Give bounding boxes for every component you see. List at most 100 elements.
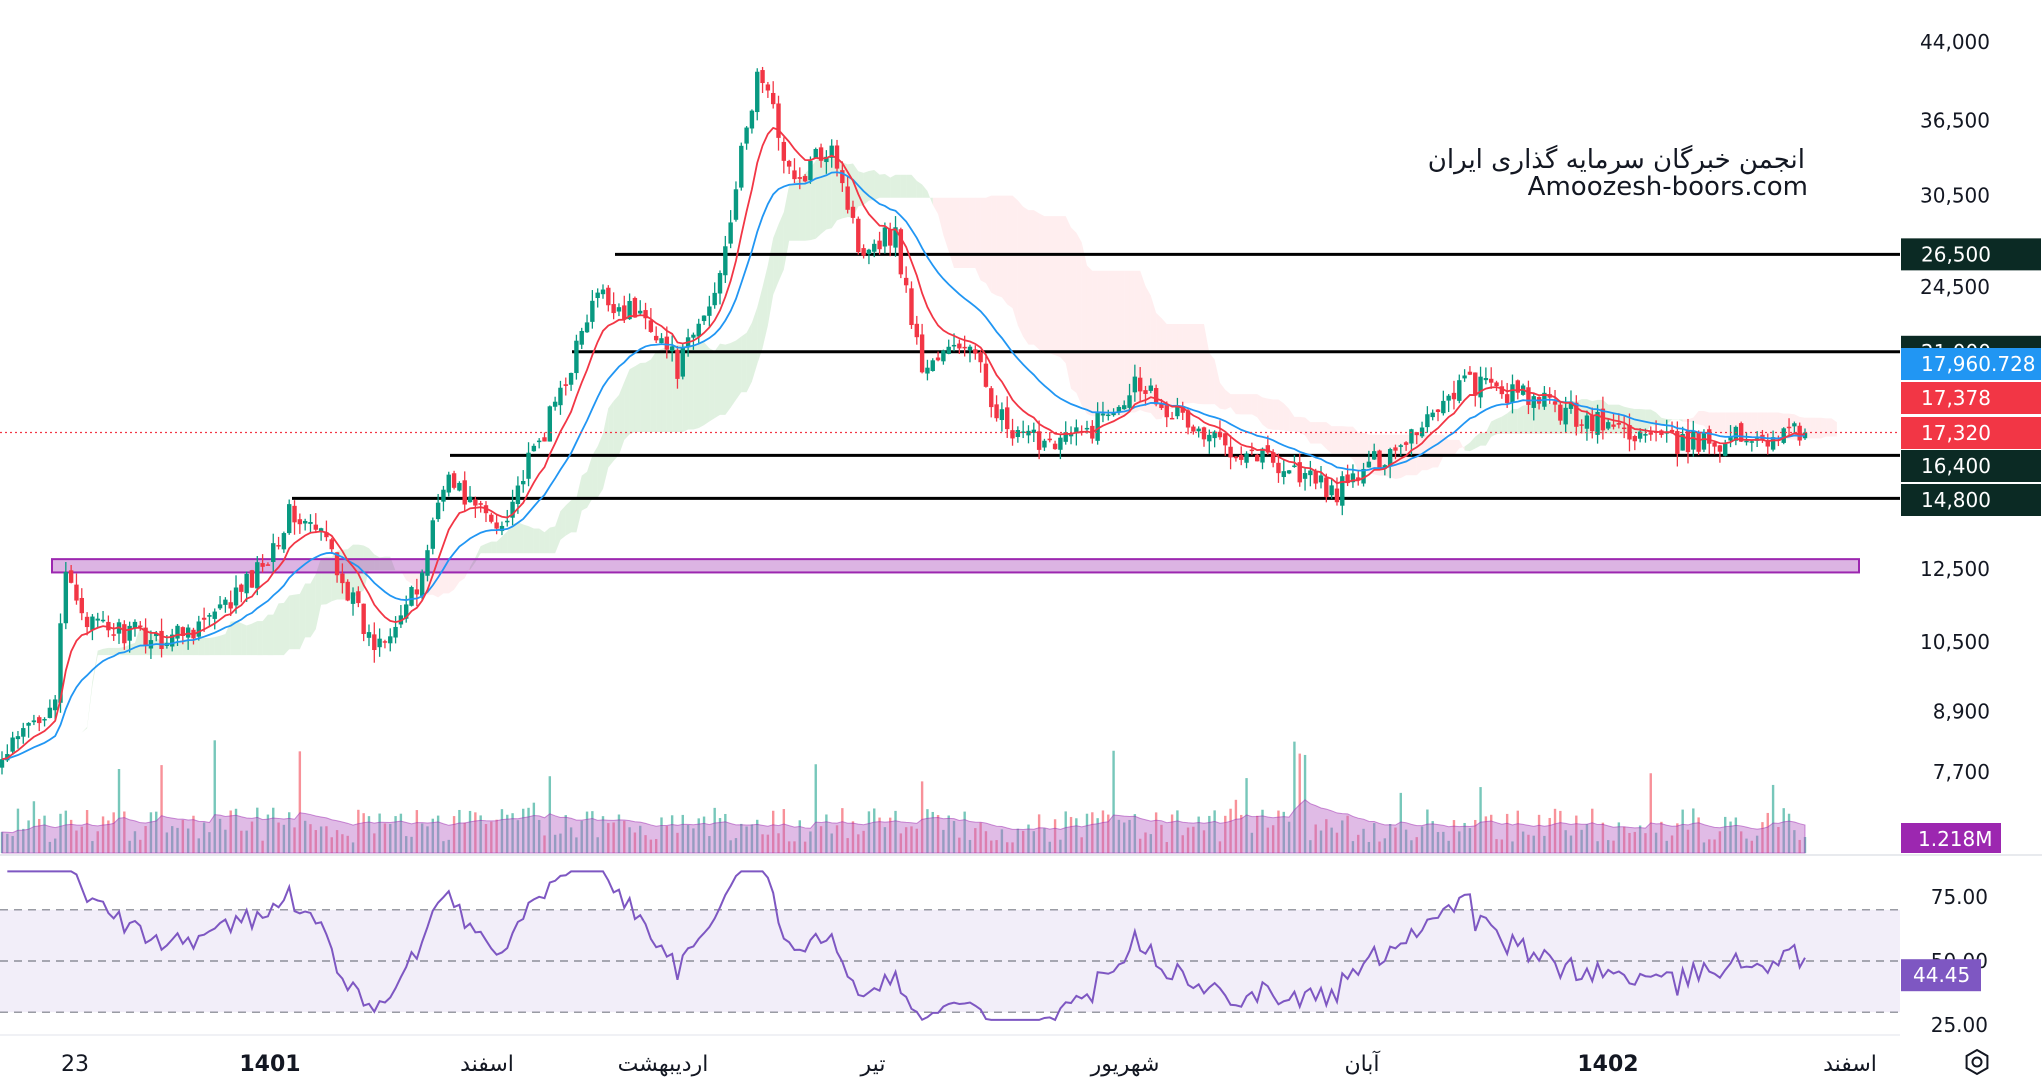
volume-bar — [1101, 810, 1105, 853]
volume-bar — [1490, 814, 1493, 853]
volume-bar — [6, 833, 9, 853]
volume-bar — [1053, 819, 1057, 853]
volume-bar — [128, 840, 131, 853]
volume-bar — [1638, 825, 1642, 853]
candle — [398, 604, 404, 628]
volume-bar — [399, 813, 403, 853]
rsi-pane — [0, 870, 1900, 1022]
volume-bar — [857, 834, 860, 853]
volume-bar — [484, 824, 488, 853]
volume-bar — [899, 833, 903, 853]
candle — [590, 290, 595, 329]
volume-bar — [1495, 839, 1498, 853]
candle — [967, 344, 973, 363]
volume-bar — [452, 816, 456, 853]
volume-bar — [1378, 841, 1381, 853]
volume-bar — [1681, 809, 1684, 853]
candle — [1169, 411, 1175, 420]
candle — [1015, 426, 1021, 443]
volume-bar — [1771, 784, 1775, 853]
volume-bar — [548, 776, 552, 853]
candle — [79, 588, 84, 621]
volume-bar — [160, 765, 163, 853]
candle — [494, 514, 499, 535]
candle — [664, 326, 670, 359]
candle — [26, 722, 31, 738]
candle — [1382, 464, 1388, 476]
candle — [786, 159, 792, 175]
candle — [1313, 468, 1318, 490]
volume-bar — [1261, 809, 1264, 853]
volume-bar — [442, 841, 445, 853]
volume-bar — [846, 838, 849, 853]
price-axis[interactable]: 44,000 36,500 30,500 24,500 12,500 10,500 8,90… — [1920, 30, 1990, 784]
volume-bar — [1048, 841, 1051, 853]
volume-bar — [266, 814, 270, 853]
volume-bar — [1293, 741, 1296, 853]
candle — [329, 537, 334, 555]
volume-bar — [990, 840, 993, 853]
volume-bar — [378, 813, 381, 853]
volume-bar — [1686, 829, 1690, 853]
volume-bar — [777, 833, 780, 853]
volume-bar — [1192, 826, 1195, 853]
candle — [521, 470, 526, 493]
volume-bar — [436, 815, 440, 853]
candle — [749, 109, 755, 134]
volume-bar — [1431, 821, 1434, 853]
settings-icon[interactable] — [1965, 1048, 1989, 1076]
volume-bar — [1511, 841, 1514, 853]
volume-bar — [170, 826, 174, 853]
volume-bar — [724, 813, 727, 853]
volume-bar — [575, 837, 578, 853]
candle — [648, 308, 654, 333]
volume-bar — [197, 838, 200, 853]
volume-bar — [389, 823, 392, 853]
candle — [1749, 439, 1755, 452]
rsi-tick-label: 25.00 — [1931, 1013, 1988, 1037]
svg-text:16,400: 16,400 — [1921, 454, 1991, 478]
volume-bar — [85, 810, 89, 853]
svg-text:17,378: 17,378 — [1921, 386, 1991, 410]
volume-bar — [383, 823, 387, 853]
volume-bar — [288, 812, 291, 853]
volume-bar — [420, 823, 424, 853]
candle — [1318, 465, 1324, 489]
candle — [1552, 389, 1558, 413]
price-tick-label: 30,500 — [1920, 183, 1990, 207]
candle — [260, 554, 265, 573]
candle — [1494, 380, 1499, 391]
candle — [1478, 366, 1483, 409]
candle — [1212, 430, 1217, 448]
volume-bar — [553, 834, 557, 853]
volume-bar — [1527, 834, 1530, 853]
time-axis[interactable]: 23 1401 اسفند اردیبهشت تیر شهریور آبان 1402 اسفن… — [61, 1050, 1877, 1077]
volume-bar — [963, 811, 966, 853]
volume-bar — [1505, 813, 1509, 853]
volume-bar — [1399, 792, 1402, 853]
candle — [318, 527, 324, 541]
volume-bar — [1596, 841, 1599, 853]
time-tick-label: اردیبهشت — [618, 1052, 709, 1077]
volume-bar — [782, 809, 786, 853]
candle — [941, 349, 946, 365]
zone-rectangle[interactable] — [51, 558, 1860, 574]
volume-bar — [1463, 822, 1466, 853]
volume-bar — [1468, 828, 1472, 853]
candle — [1324, 473, 1329, 503]
candle — [68, 565, 74, 584]
volume-bar — [527, 807, 530, 853]
volume-bar — [346, 835, 349, 853]
volume-bar — [1021, 830, 1025, 853]
candle — [47, 699, 53, 719]
price-tag: 17,960.728 — [1901, 348, 2041, 380]
volume-bar — [1123, 822, 1126, 853]
volume-bar — [734, 838, 738, 853]
volume-bar — [1266, 827, 1270, 853]
candle — [31, 714, 37, 726]
candle — [744, 126, 749, 150]
candle — [909, 281, 914, 329]
volume-bar — [1670, 835, 1674, 853]
volume-bar — [149, 812, 153, 853]
